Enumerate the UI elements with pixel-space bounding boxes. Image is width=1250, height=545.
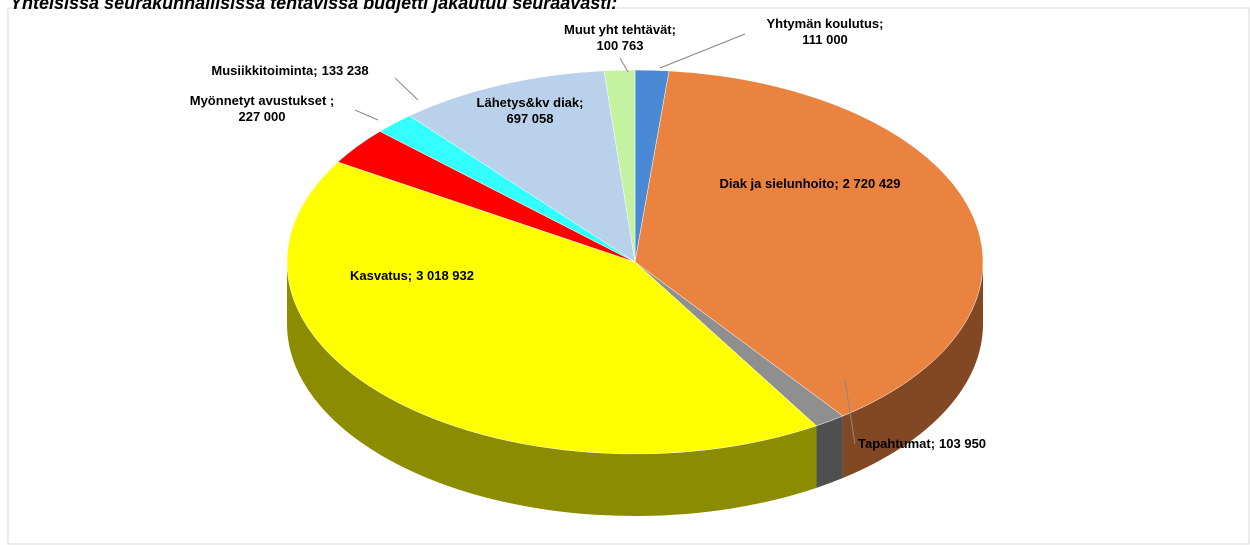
label-category: Diak ja sielunhoito;	[719, 176, 838, 191]
label-value: 697 058	[507, 111, 554, 126]
tops	[286, 69, 984, 455]
chart-title: Yhteisissä seurakunnallisissa tehtävissä…	[10, 0, 617, 13]
leader-line	[659, 33, 746, 69]
data-label: Lähetys&kv diak; 697 058	[477, 95, 584, 126]
label-category: Muut yht tehtävät;	[564, 22, 676, 37]
slice	[409, 70, 636, 263]
label-category: Musiikkitoiminta;	[211, 63, 317, 78]
slice	[286, 161, 817, 455]
sides	[287, 262, 983, 516]
data-label: Musiikkitoiminta; 133 238	[211, 63, 368, 78]
slice	[603, 69, 636, 263]
label-category: Yhtymän koulutus;	[766, 16, 883, 31]
slice-side	[816, 415, 843, 488]
leader-line	[394, 77, 419, 101]
label-value: 227 000	[239, 109, 286, 124]
label-category: Myönnetyt avustukset ;	[190, 93, 334, 108]
label-category: Kasvatus;	[350, 268, 412, 283]
label-value: 103 950	[939, 436, 986, 451]
label-value: 2 720 429	[843, 176, 901, 191]
slice-side	[287, 262, 817, 516]
leader-line	[844, 379, 856, 445]
data-label: Yhtymän koulutus; 111 000	[766, 16, 883, 47]
label-value: 100 763	[597, 38, 644, 53]
leader-line	[354, 109, 379, 121]
label-category: Tapahtumat;	[858, 436, 935, 451]
data-label: Kasvatus; 3 018 932	[350, 268, 474, 283]
data-label: Diak ja sielunhoito; 2 720 429	[719, 176, 900, 191]
label-category: Lähetys&kv diak;	[477, 95, 584, 110]
slice-side	[842, 262, 983, 478]
labels: Yhtymän koulutus; 111 000 Diak ja sielunho…	[190, 16, 986, 451]
data-label: Muut yht tehtävät; 100 763	[564, 22, 676, 53]
label-value: 111 000	[802, 32, 848, 47]
label-value: 133 238	[322, 63, 369, 78]
data-label: Myönnetyt avustukset ; 227 000	[190, 93, 334, 124]
label-value: 3 018 932	[416, 268, 474, 283]
slice	[634, 70, 984, 417]
leader-line	[619, 57, 629, 73]
data-label: Tapahtumat; 103 950	[858, 436, 986, 451]
